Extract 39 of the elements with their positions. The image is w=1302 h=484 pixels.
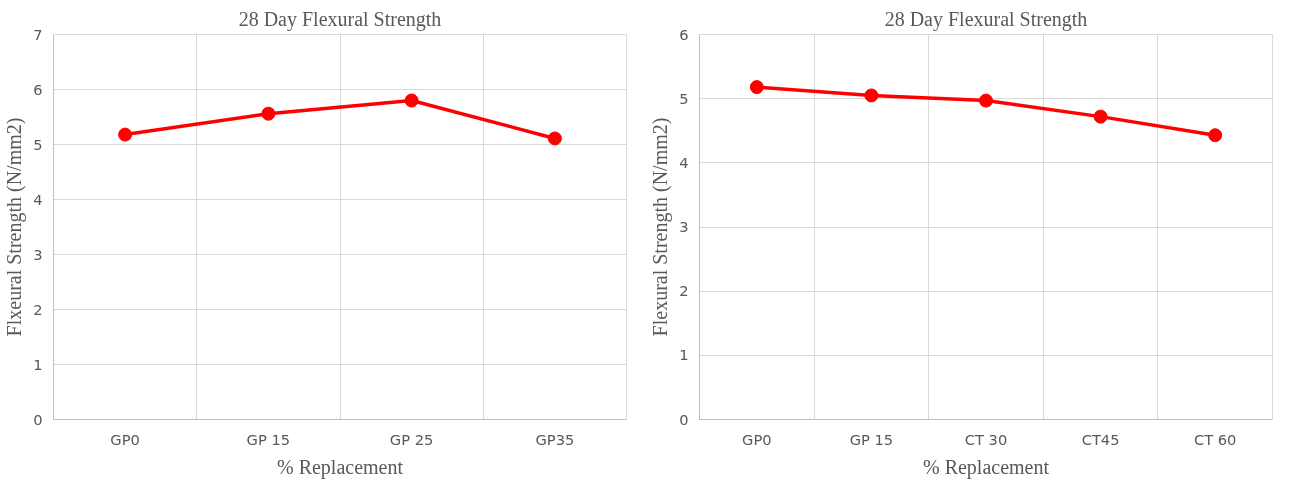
point xyxy=(1093,109,1108,124)
point xyxy=(118,127,133,142)
x-tick-label: CT 30 xyxy=(964,430,1008,448)
y-tick-label: 5 xyxy=(679,89,689,107)
point xyxy=(864,88,879,103)
x-tick-label: GP 25 xyxy=(389,430,434,448)
point xyxy=(404,93,419,108)
y-tick-label: 0 xyxy=(33,410,43,428)
y-tick-label: 3 xyxy=(33,245,43,263)
y-tick-label: 7 xyxy=(33,25,43,43)
y-tick-label: 6 xyxy=(33,80,43,98)
x-axis-title: % Replacement xyxy=(276,455,404,479)
x-tick-label: GP 15 xyxy=(246,430,291,448)
point xyxy=(547,131,562,146)
y-tick-label: 2 xyxy=(679,282,689,300)
point xyxy=(1208,128,1223,143)
x-tick-label: GP0 xyxy=(742,430,772,448)
x-tick-label: CT 60 xyxy=(1193,430,1237,448)
x-axis-title: % Replacement xyxy=(922,455,1050,479)
y-tick-label: 3 xyxy=(679,218,689,235)
chart-title: 28 Day Flexural Strength xyxy=(238,7,442,31)
y-tick-label: 4 xyxy=(33,190,43,208)
y-tick-label: 2 xyxy=(33,300,43,318)
y-tick-label: 0 xyxy=(679,410,689,428)
y-tick-label: 4 xyxy=(679,153,689,171)
point xyxy=(979,93,993,108)
point xyxy=(261,106,276,121)
y-axis-title: Flexural Strength (N/mm2) xyxy=(649,117,673,337)
x-tick-label: GP0 xyxy=(110,430,140,448)
point xyxy=(749,80,764,95)
y-tick-label: 1 xyxy=(679,346,689,364)
x-tick-label: CT45 xyxy=(1081,430,1120,448)
y-tick-label: 6 xyxy=(679,25,689,43)
y-tick-label: 1 xyxy=(33,355,43,373)
x-tick-label: GP35 xyxy=(535,430,575,448)
x-tick-label: GP 15 xyxy=(849,430,894,448)
chart-title: 28 Day Flexural Strength xyxy=(884,7,1088,31)
y-tick-label: 5 xyxy=(33,135,43,153)
y-axis-title: Flxeural Strength (N/mm2) xyxy=(3,117,27,337)
